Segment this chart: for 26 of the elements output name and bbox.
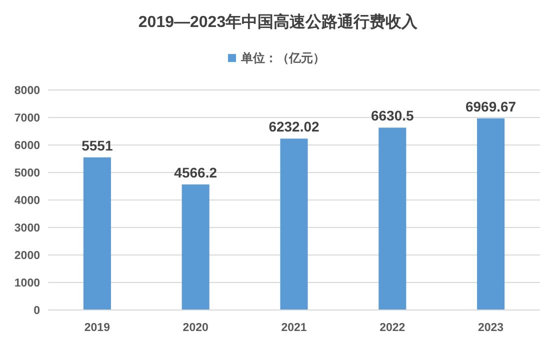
data-label: 6232.02 [268, 118, 320, 135]
y-tick-label: 5000 [14, 168, 40, 180]
bar [477, 118, 505, 310]
bar [182, 184, 210, 310]
x-tick-label: 2021 [281, 322, 308, 334]
bar [83, 157, 111, 310]
bar [378, 128, 406, 310]
x-tick-label: 2022 [380, 322, 406, 334]
y-tick-label: 6000 [14, 140, 40, 152]
data-label: 4566.2 [174, 164, 218, 180]
chart-title: 2019—2023年中国高速公路通行费收入 [138, 12, 419, 31]
y-tick-label: 4000 [14, 195, 40, 207]
data-label: 6630.5 [370, 108, 414, 124]
data-label: 5551 [82, 137, 113, 154]
y-tick-label: 1000 [14, 278, 40, 290]
y-tick-label: 2000 [14, 250, 40, 262]
x-tick-label: 2023 [478, 322, 504, 334]
x-tick-label: 2020 [182, 322, 208, 334]
y-tick-label: 0 [34, 305, 40, 317]
bar [280, 138, 308, 310]
y-tick-label: 8000 [14, 85, 40, 97]
legend-label: 单位：（亿元） [240, 51, 325, 65]
data-label: 6969.67 [465, 98, 516, 114]
y-tick-label: 3000 [14, 222, 40, 234]
x-tick-label: 2019 [84, 322, 110, 334]
y-tick-label: 7000 [14, 112, 40, 124]
